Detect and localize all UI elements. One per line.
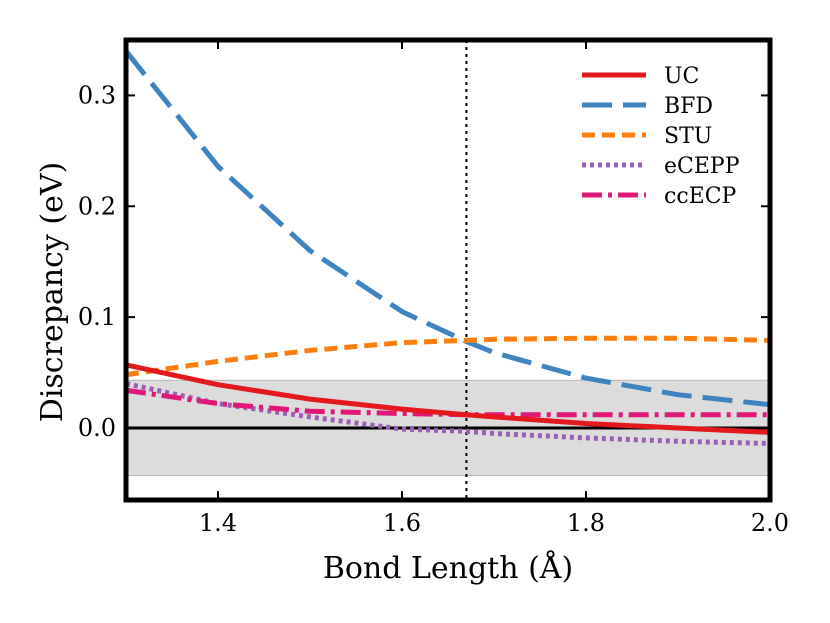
plot-frame <box>123 37 773 503</box>
legend-label-ccecp: ccECP <box>664 184 737 209</box>
series-line-ecepp <box>126 381 770 446</box>
y-tick-label: 0.3 <box>78 81 116 109</box>
x-tick-label: 1.8 <box>567 509 605 537</box>
y-tick-label: 0.1 <box>78 303 116 331</box>
y-tick-label: 0.0 <box>78 414 116 442</box>
x-tick-label: 1.6 <box>383 509 421 537</box>
x-axis-label: Bond Length (Å) <box>323 550 573 586</box>
plot-inner <box>126 40 770 500</box>
x-tick-label: 1.4 <box>199 509 237 537</box>
y-tick-label: 0.2 <box>78 192 116 220</box>
legend-label-uc: UC <box>664 64 699 89</box>
x-tick-label: 2.0 <box>751 509 789 537</box>
legend-label-ecepp: eCEPP <box>664 154 740 179</box>
legend: UC BFD STU eCEPP ccECP <box>582 64 740 209</box>
series-line-uc <box>126 362 770 435</box>
series-line-stu <box>126 335 770 378</box>
legend-label-stu: STU <box>664 124 712 149</box>
y-axis-label: Discrepancy (eV) <box>35 162 70 422</box>
legend-label-bfd: BFD <box>664 94 713 119</box>
plot-area: 1.4 1.6 1.8 2.0 0.0 0.1 0.2 0.3 UC BFD STU eCEPP ccE… <box>78 37 789 537</box>
